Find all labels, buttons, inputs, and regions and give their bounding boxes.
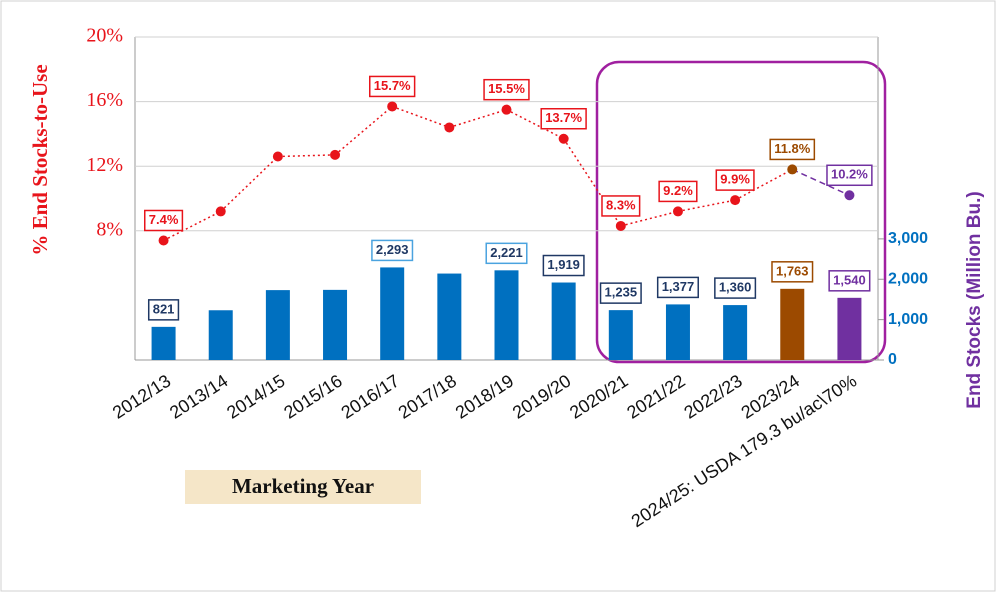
line-segment xyxy=(391,105,450,129)
data-label-box xyxy=(715,169,755,191)
data-label-box xyxy=(826,164,873,187)
bar xyxy=(494,270,519,360)
data-label: 13.7% xyxy=(545,110,582,125)
line-segment xyxy=(506,109,564,140)
line-point xyxy=(387,101,398,112)
data-label-box xyxy=(540,107,587,130)
data-label: 11.8% xyxy=(774,141,811,156)
data-label: 7.4% xyxy=(149,212,179,227)
line-point xyxy=(158,235,169,246)
line-segment xyxy=(220,155,279,212)
data-label-box xyxy=(599,282,642,304)
line-point xyxy=(215,206,226,217)
line-point xyxy=(272,151,283,162)
line-point xyxy=(615,220,626,231)
y2-tick-label: 2,000 xyxy=(888,270,928,287)
y-tick-label: 20% xyxy=(86,25,123,47)
data-label: 821 xyxy=(153,301,175,316)
data-label: 8.3% xyxy=(606,197,636,212)
y-tick-label: 8% xyxy=(96,218,123,240)
bar xyxy=(780,288,805,360)
data-label-box xyxy=(369,75,416,98)
line-point xyxy=(844,190,855,201)
y2-axis-label: End Stocks (Million Bu.) xyxy=(964,191,985,408)
data-label: 1,763 xyxy=(776,263,809,278)
bar xyxy=(551,282,576,360)
data-label: 2,221 xyxy=(490,245,523,260)
data-label-box xyxy=(147,299,180,321)
line-segment xyxy=(734,168,793,201)
data-label-box xyxy=(371,239,414,262)
line-segment xyxy=(163,210,222,242)
y2-tick-label: 0 xyxy=(888,351,897,368)
data-label: 1,235 xyxy=(605,285,638,300)
line-point xyxy=(730,195,741,206)
data-label-box xyxy=(542,254,585,277)
data-label-box xyxy=(658,180,698,203)
data-label-box xyxy=(714,277,757,299)
data-label-box xyxy=(601,195,641,217)
data-label-box xyxy=(144,209,184,232)
data-label: 1,919 xyxy=(547,257,580,272)
data-label: 2,293 xyxy=(376,242,409,257)
data-label: 15.7% xyxy=(374,78,411,93)
data-label-box xyxy=(483,78,530,101)
data-label-box xyxy=(769,138,816,161)
data-label: 1,360 xyxy=(719,280,752,295)
line-point xyxy=(444,122,455,133)
bar xyxy=(208,310,233,360)
bar xyxy=(608,310,633,360)
y-axis-label: % End Stocks-to-Use xyxy=(28,64,52,255)
y-tick-label: 12% xyxy=(86,154,123,176)
data-label-box xyxy=(771,261,814,283)
bar xyxy=(837,297,862,360)
data-label: 1,540 xyxy=(833,272,866,287)
highlight-box xyxy=(595,60,887,364)
y-tick-label: 16% xyxy=(86,89,123,111)
line-point xyxy=(330,149,341,160)
line-point xyxy=(672,206,683,217)
line-segment xyxy=(791,168,850,196)
data-label: 15.5% xyxy=(488,81,525,96)
x-axis-label: Marketing Year xyxy=(232,474,374,498)
data-label: 1,377 xyxy=(662,279,695,294)
line-point xyxy=(558,133,569,144)
data-label: 9.2% xyxy=(663,183,693,198)
bar xyxy=(265,290,290,360)
data-label: 10.2% xyxy=(831,167,868,182)
y2-tick-label: 1,000 xyxy=(888,311,928,328)
x-label-box xyxy=(185,470,421,504)
line-point xyxy=(787,164,798,175)
data-label-box xyxy=(485,242,528,265)
bar xyxy=(665,304,690,360)
bar xyxy=(437,273,462,360)
data-label-box xyxy=(656,276,699,299)
line-point xyxy=(501,104,512,115)
data-label-box xyxy=(828,270,871,292)
bar xyxy=(151,326,176,360)
data-label: 9.9% xyxy=(720,172,750,187)
bar xyxy=(323,289,348,360)
bar xyxy=(380,267,405,360)
bar xyxy=(723,305,748,360)
y2-tick-label: 3,000 xyxy=(888,230,928,247)
